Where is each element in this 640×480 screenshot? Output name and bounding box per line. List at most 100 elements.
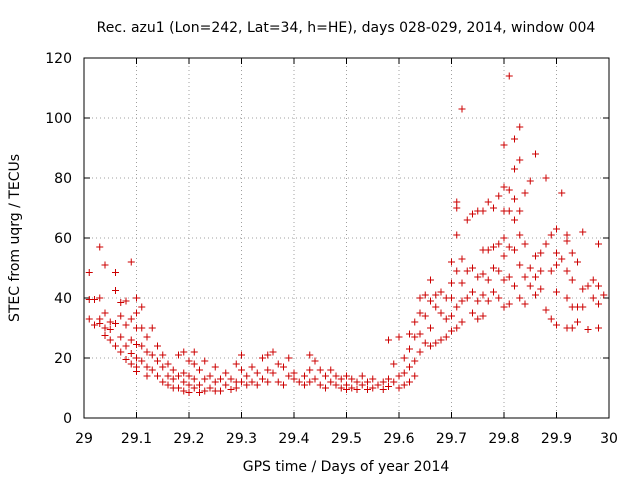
data-point: [332, 372, 340, 380]
data-point: [248, 363, 256, 371]
data-point: [448, 312, 455, 320]
data-point: [437, 336, 445, 344]
data-point: [490, 243, 497, 251]
data-point: [595, 282, 602, 290]
data-point: [600, 291, 608, 299]
data-point: [537, 285, 545, 293]
data-point: [311, 357, 319, 365]
data-point: [127, 336, 135, 344]
data-point: [553, 261, 560, 269]
data-point: [563, 231, 571, 239]
data-point: [143, 333, 151, 341]
data-point: [595, 240, 602, 248]
data-point: [558, 189, 566, 197]
data-point: [448, 327, 455, 335]
data-point: [521, 300, 529, 308]
data-point: [474, 297, 482, 305]
data-point: [511, 135, 518, 143]
data-point: [521, 240, 529, 248]
data-point: [411, 318, 419, 326]
data-point: [458, 297, 466, 305]
data-point: [448, 258, 455, 266]
data-point: [553, 249, 560, 257]
data-point: [574, 258, 581, 266]
data-point: [327, 366, 335, 374]
data-point: [505, 300, 513, 308]
data-point: [400, 381, 408, 389]
data-point: [196, 366, 203, 374]
data-point: [421, 291, 429, 299]
data-point: [453, 267, 461, 275]
data-point: [437, 309, 445, 317]
data-point: [148, 324, 156, 332]
data-point: [175, 372, 182, 380]
chart-title: Rec. azu1 (Lon=242, Lat=34, h=HE), days …: [97, 20, 596, 36]
data-point: [206, 384, 214, 392]
data-point: [190, 375, 198, 383]
data-point: [348, 375, 356, 383]
data-point: [106, 318, 114, 326]
data-point: [274, 360, 282, 368]
data-point: [416, 348, 424, 356]
data-point: [516, 123, 524, 131]
data-point: [416, 309, 424, 317]
data-point: [495, 294, 503, 302]
data-point: [316, 381, 324, 389]
y-tick-label: 100: [45, 111, 72, 127]
data-point: [516, 156, 524, 164]
data-point: [584, 282, 592, 290]
x-tick-label: 29.8: [488, 431, 519, 447]
data-point: [243, 381, 251, 389]
data-point: [511, 246, 518, 254]
data-point: [358, 381, 366, 389]
data-point: [479, 207, 487, 215]
data-point: [553, 321, 560, 329]
data-point: [159, 363, 167, 371]
data-point: [453, 231, 461, 239]
data-point: [133, 368, 140, 375]
x-tick-label: 29.5: [331, 431, 362, 447]
data-point: [217, 387, 224, 395]
data-point: [411, 333, 419, 341]
data-point: [227, 375, 235, 383]
data-point: [453, 324, 461, 332]
data-point: [101, 261, 109, 269]
data-point: [385, 375, 392, 383]
data-point: [479, 270, 487, 278]
data-point: [511, 216, 518, 224]
data-point: [526, 177, 534, 185]
data-point: [253, 369, 261, 377]
data-point: [379, 378, 387, 386]
data-point: [574, 318, 581, 326]
data-point: [96, 294, 104, 302]
data-point: [175, 384, 182, 392]
data-point: [143, 372, 151, 380]
data-point: [106, 326, 114, 333]
data-point: [337, 375, 345, 383]
data-point: [568, 249, 576, 257]
data-point: [495, 192, 503, 200]
data-point: [469, 309, 476, 317]
data-point: [406, 345, 413, 353]
data-point: [458, 318, 466, 326]
data-point: [479, 312, 487, 320]
data-point: [169, 366, 177, 374]
data-point: [133, 354, 140, 362]
data-point: [159, 351, 167, 359]
data-point: [201, 387, 209, 395]
data-point: [416, 294, 424, 302]
data-point: [484, 198, 492, 206]
data-point: [227, 386, 235, 393]
data-point: [185, 357, 193, 365]
data-point: [143, 363, 151, 371]
data-point: [511, 282, 518, 290]
data-point: [285, 354, 293, 362]
data-point: [301, 381, 308, 389]
data-point: [568, 276, 576, 284]
data-point: [589, 294, 597, 302]
data-point: [400, 354, 408, 362]
data-point: [474, 315, 482, 323]
y-tick-labels: 0 20 40 60 80 100 120: [45, 51, 72, 427]
data-point: [222, 381, 230, 389]
y-tick-label: 80: [54, 171, 72, 187]
